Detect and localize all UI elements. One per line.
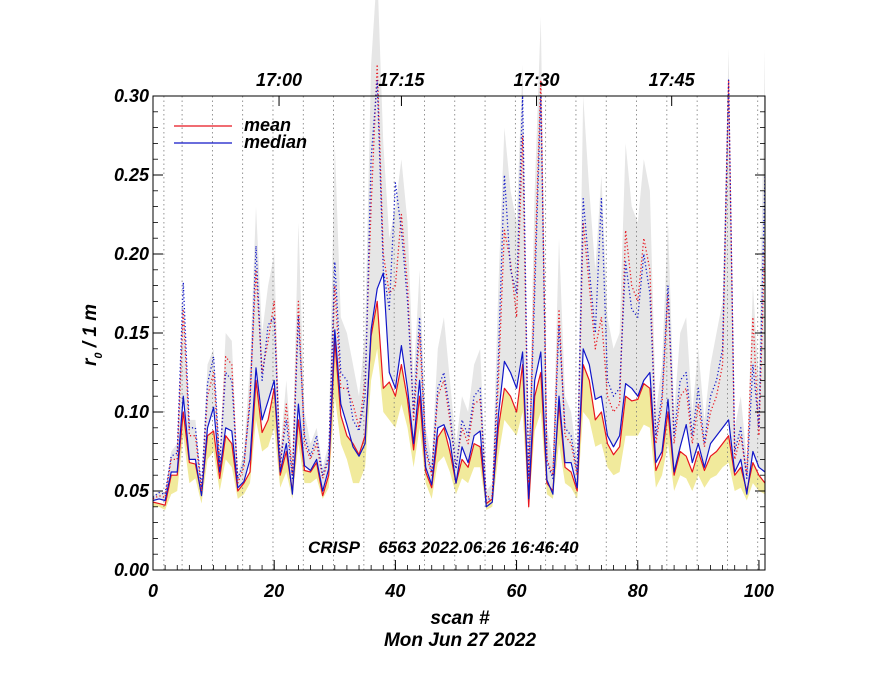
y-tick-label: 0.15 [114,323,150,343]
x-tick-label: 80 [628,581,648,601]
y-tick-label: 0.00 [114,560,149,580]
legend: mean median [174,115,307,152]
y-tick-label: 0.10 [114,402,149,422]
series-line-mean [153,300,765,508]
y-tick-label: 0.20 [114,244,149,264]
x-axis-title: scan # [430,608,490,629]
instrument-annotation: CRISP 6563 2022.06.26 16:46:40 [308,538,579,557]
x-tick-label: 60 [507,581,527,601]
plot-frame [152,95,766,571]
x-tick-label: 0 [148,581,158,601]
legend-label-median: median [244,132,307,152]
x-tick-label: 20 [263,581,284,601]
x-tick-label: 40 [384,581,405,601]
x-tick-label: 100 [744,581,774,601]
band-upper [153,0,765,507]
y-tick-label: 0.25 [114,165,150,185]
y-axis-title: r0 / 1 m [80,304,105,366]
y-axis-title-rest: / 1 m [80,304,101,353]
svg-text:r0 / 1 m: r0 / 1 m [80,304,105,366]
series-line-median [153,272,765,508]
top-time-label: 17:15 [378,70,425,90]
date-label: Mon Jun 27 2022 [384,630,536,651]
y-tick-label: 0.30 [114,86,149,106]
top-time-label: 17:00 [256,70,302,90]
legend-label-mean: mean [244,115,291,135]
band-lower [153,301,765,510]
y-axis: 0.00 0.05 0.10 0.15 0.20 0.25 0.30 [114,86,765,580]
top-time-label: 17:45 [649,70,696,90]
series-line-mean-dotted [153,63,765,500]
top-time-label: 17:30 [514,70,560,90]
bands-layer [153,0,765,510]
y-axis-title-main: r [80,357,101,366]
y-axis-title-subscript: 0 [93,352,105,359]
x-axis: 0 20 40 60 80 100 [148,560,774,601]
top-time-axis: 17:00 17:15 17:30 17:45 [256,70,696,106]
series-layer [153,63,765,508]
y-tick-label: 0.05 [114,481,150,501]
